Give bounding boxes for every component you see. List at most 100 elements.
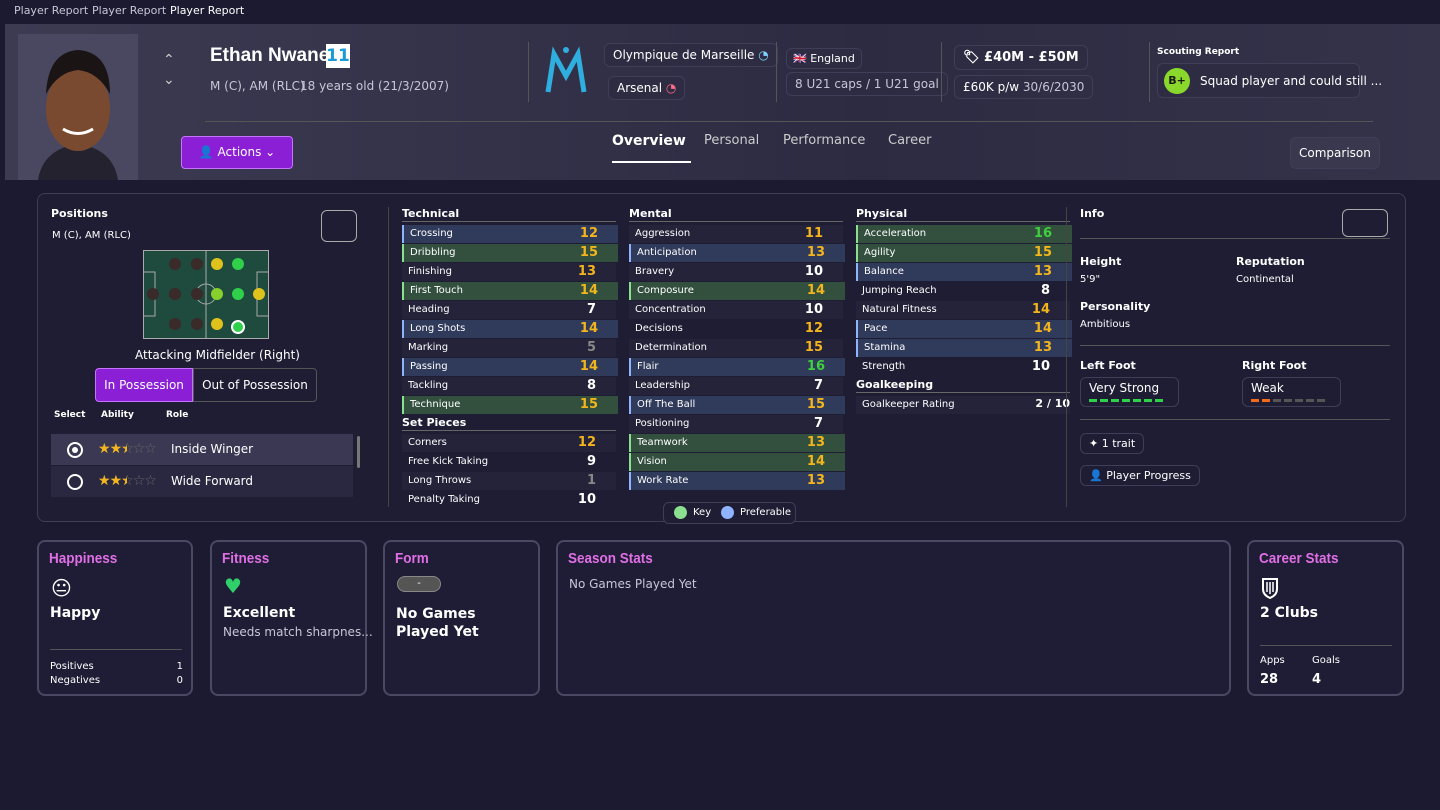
pitch bbox=[143, 250, 269, 339]
attribute-row: Balance 13 bbox=[856, 263, 1072, 281]
role-row[interactable]: ☆★☆★☆★☆☆Inside Winger bbox=[51, 434, 353, 465]
foot-segment bbox=[1306, 399, 1314, 402]
position-swap-button[interactable] bbox=[321, 210, 357, 242]
attribute-row: Teamwork 13 bbox=[629, 434, 845, 452]
position-dot bbox=[231, 320, 245, 334]
card-title: Career Stats bbox=[1259, 550, 1339, 567]
career-card[interactable]: Career Stats 2 Clubs Apps 28 Goals 4 bbox=[1247, 540, 1404, 696]
breadcrumb[interactable]: Player Report bbox=[92, 4, 167, 17]
star-fill: ★ bbox=[121, 441, 127, 457]
foot-segment bbox=[1284, 399, 1292, 402]
actions-label: Actions bbox=[217, 145, 262, 159]
attribute-value: 10 bbox=[804, 264, 823, 279]
attribute-value: 14 bbox=[579, 283, 598, 298]
attribute-value: 2 / 10 bbox=[1035, 397, 1070, 410]
attribute-row: Goalkeeper Rating 2 / 10 bbox=[856, 396, 1070, 414]
position-dot bbox=[232, 258, 244, 270]
position-dot bbox=[169, 318, 181, 330]
attribute-name: Flair bbox=[637, 361, 659, 372]
left-foot-text: Very Strong bbox=[1089, 381, 1160, 395]
star: ☆★ bbox=[121, 473, 134, 489]
tab[interactable]: Personal bbox=[704, 133, 760, 148]
divider bbox=[1080, 419, 1390, 420]
actions-button[interactable]: 👤 Actions ⌄ bbox=[181, 136, 293, 169]
attribute-value: 14 bbox=[806, 454, 825, 469]
star: ☆ bbox=[132, 473, 146, 489]
fitness-card[interactable]: Fitness ♥ Excellent Needs match sharpnes… bbox=[210, 540, 373, 696]
negatives: 0 bbox=[176, 675, 183, 686]
breadcrumb[interactable]: Player Report bbox=[14, 4, 89, 17]
tab-underline bbox=[612, 161, 691, 163]
attribute-row: Crossing 12 bbox=[402, 225, 618, 243]
star: ☆★ bbox=[98, 473, 111, 489]
season-status: No Games Played Yet bbox=[569, 577, 697, 591]
next-player[interactable]: ⌄ bbox=[163, 72, 175, 88]
player-name: Ethan Nwaneri bbox=[210, 45, 342, 66]
fitness-icon: ♥ bbox=[224, 574, 242, 598]
role-name: Attacking Midfielder (Right) bbox=[135, 348, 300, 362]
scouting-report[interactable]: B+ Squad player and could still ... bbox=[1157, 63, 1382, 98]
apps: 28 bbox=[1260, 672, 1279, 687]
attribute-name: Work Rate bbox=[637, 475, 689, 486]
role: Inside Winger bbox=[171, 442, 254, 456]
attribute-name: Leadership bbox=[635, 380, 690, 391]
foot-segment bbox=[1111, 399, 1119, 402]
player-positions: M (C), AM (RLC) bbox=[210, 79, 305, 93]
legend-swatch bbox=[721, 506, 734, 519]
nation-name: England bbox=[810, 52, 855, 65]
star: ☆ bbox=[144, 441, 157, 457]
happiness-card[interactable]: Happiness 😐 Happy Positives 1 Negatives … bbox=[37, 540, 193, 696]
attribute-row: Determination 15 bbox=[629, 339, 843, 357]
role-row[interactable]: ☆★☆★☆★☆☆Wide Forward bbox=[51, 466, 353, 497]
attribute-row: Jumping Reach 8 bbox=[856, 282, 1070, 300]
attribute-name: Passing bbox=[410, 361, 448, 372]
attribute-value: 13 bbox=[806, 245, 825, 260]
attribute-row: Composure 14 bbox=[629, 282, 845, 300]
info-title: Info bbox=[1080, 207, 1105, 220]
star-rating: ☆★☆★☆★☆☆ bbox=[98, 441, 157, 457]
form-card[interactable]: Form - No Games Played Yet bbox=[383, 540, 540, 696]
negatives-label: Negatives bbox=[50, 675, 101, 686]
parent-club[interactable]: Arsenal ◔ bbox=[608, 76, 686, 100]
goals-label: Goals bbox=[1312, 655, 1340, 666]
tab[interactable]: Career bbox=[888, 133, 932, 148]
season-card[interactable]: Season Stats No Games Played Yet bbox=[556, 540, 1231, 696]
divider bbox=[1066, 207, 1067, 507]
star: ☆★ bbox=[98, 441, 111, 457]
attribute-row: Penalty Taking 10 bbox=[402, 491, 616, 509]
tab[interactable]: Overview bbox=[612, 133, 686, 149]
attribute-value: 12 bbox=[804, 321, 823, 336]
comparison-button[interactable]: Comparison bbox=[1290, 137, 1380, 169]
prev-player[interactable]: ⌃ bbox=[163, 52, 175, 68]
attribute-name: Determination bbox=[635, 342, 708, 353]
attribute-name: Technique bbox=[410, 399, 461, 410]
toggle-in-possession[interactable]: In Possession bbox=[95, 368, 193, 402]
progress-button[interactable]: 👤 Player Progress bbox=[1080, 465, 1200, 486]
club[interactable]: Olympique de Marseille ◔ bbox=[604, 43, 778, 67]
divider bbox=[941, 42, 942, 102]
attribute-name: Heading bbox=[408, 304, 450, 315]
career-status: 2 Clubs bbox=[1260, 605, 1319, 621]
attribute-value: 5 bbox=[586, 340, 596, 355]
foot-segment bbox=[1133, 399, 1141, 402]
attribute-value: 10 bbox=[804, 302, 823, 317]
attribute-name: Natural Fitness bbox=[862, 304, 937, 315]
attribute-row: Marking 5 bbox=[402, 339, 616, 357]
parent-club-name: Arsenal bbox=[617, 81, 663, 95]
attribute-name: Strength bbox=[862, 361, 906, 372]
attribute-value: 15 bbox=[579, 397, 598, 412]
role: Wide Forward bbox=[171, 474, 254, 488]
attribute-name: Crossing bbox=[410, 228, 453, 239]
breadcrumb: Player Report bbox=[170, 4, 245, 17]
attribute-row: Concentration 10 bbox=[629, 301, 843, 319]
traits-button[interactable]: ✦ 1 trait bbox=[1080, 433, 1145, 454]
tab[interactable]: Performance bbox=[783, 133, 866, 148]
attribute-row: Work Rate 13 bbox=[629, 472, 845, 490]
attribute-row: Long Shots 14 bbox=[402, 320, 618, 338]
attribute-name: Marking bbox=[408, 342, 449, 353]
attribute-row: Passing 14 bbox=[402, 358, 618, 376]
attribute-value: 13 bbox=[1033, 340, 1052, 355]
info-button[interactable] bbox=[1342, 209, 1388, 237]
toggle-out-of-possession[interactable]: Out of Possession bbox=[193, 368, 317, 402]
column-header: Select bbox=[54, 410, 86, 420]
